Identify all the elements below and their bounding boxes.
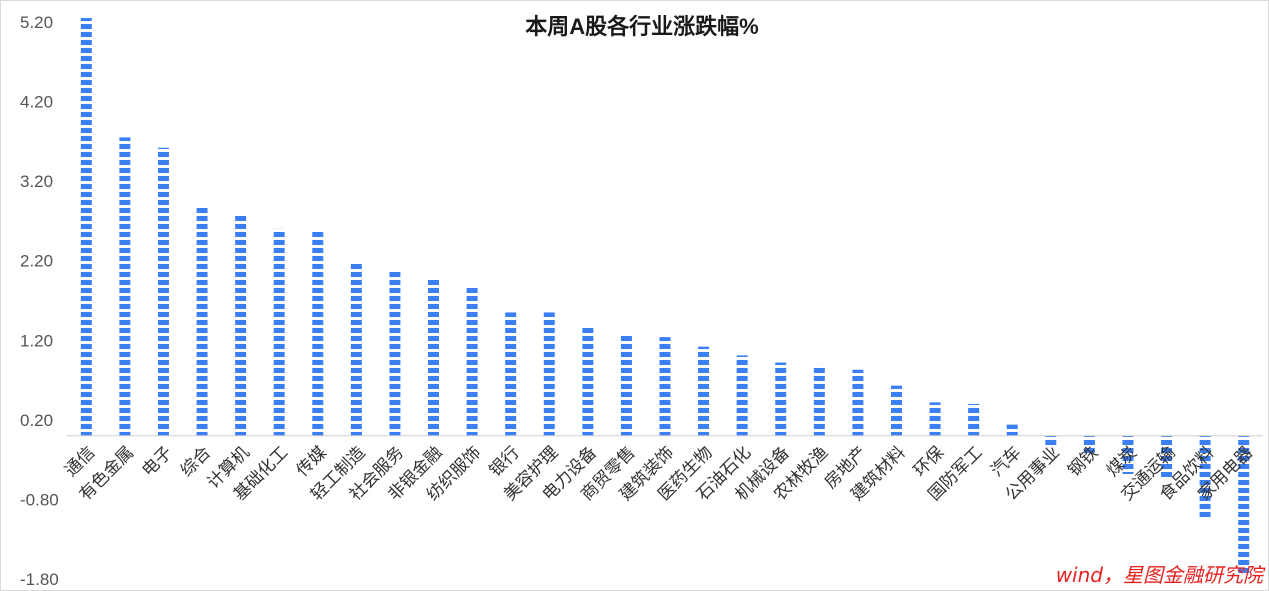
bar xyxy=(505,312,517,436)
y-tick-label: -0.80 xyxy=(20,490,59,509)
bar xyxy=(813,364,825,436)
chart-title: 本周A股各行业涨跌幅% xyxy=(525,14,758,39)
bar xyxy=(1083,435,1095,455)
bar xyxy=(968,403,980,436)
bar xyxy=(157,147,169,436)
x-tick-label: 钢铁 xyxy=(1064,443,1102,481)
bar xyxy=(119,137,131,436)
y-tick-label: 5.20 xyxy=(20,13,53,32)
y-tick-label: 1.20 xyxy=(20,331,53,350)
y-tick-label: 3.20 xyxy=(20,172,53,191)
bar xyxy=(466,286,478,436)
bar xyxy=(1006,424,1018,436)
bars xyxy=(80,18,1250,576)
bar xyxy=(273,228,285,436)
bar xyxy=(1161,435,1173,478)
bar xyxy=(698,346,710,436)
bar xyxy=(350,263,362,436)
x-tick-label: 电子 xyxy=(138,443,176,481)
bar xyxy=(428,278,440,436)
bar xyxy=(80,18,92,436)
y-tick-label: 4.20 xyxy=(20,93,53,112)
bar xyxy=(582,326,594,436)
bar xyxy=(620,333,632,436)
bar xyxy=(659,337,671,436)
bar xyxy=(775,362,787,436)
source-note: wind，星图金融研究院 xyxy=(1056,563,1266,587)
bar xyxy=(929,402,941,436)
bar xyxy=(1122,435,1134,474)
bar xyxy=(235,212,247,436)
y-tick-label: 0.20 xyxy=(20,411,53,430)
bar xyxy=(1045,435,1057,446)
bar xyxy=(890,385,902,436)
bar xyxy=(852,369,864,436)
bar xyxy=(196,207,208,436)
y-tick-label: 2.20 xyxy=(20,252,53,271)
bar xyxy=(1199,435,1211,520)
bar xyxy=(543,312,555,436)
y-tick-label: -1.80 xyxy=(20,570,59,589)
bar xyxy=(1238,435,1250,576)
bar xyxy=(312,231,324,436)
bar xyxy=(389,271,401,436)
bar xyxy=(736,355,748,436)
y-axis: 5.20 4.20 3.20 2.20 1.20 0.20 -0.80 -1.80 xyxy=(20,13,59,589)
